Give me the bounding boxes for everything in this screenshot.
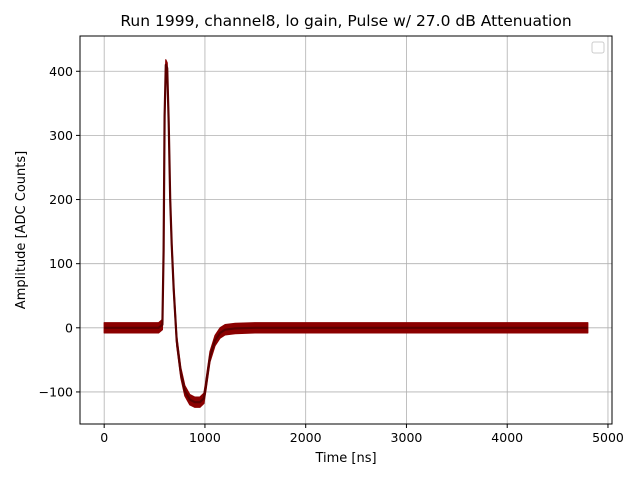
grid <box>80 36 612 424</box>
x-tick-label: 1000 <box>189 430 221 445</box>
y-tick-label: 100 <box>49 256 73 271</box>
y-tick-label: 200 <box>49 192 73 207</box>
series-band-0 <box>103 59 589 408</box>
chart-title: Run 1999, channel8, lo gain, Pulse w/ 27… <box>120 12 571 30</box>
x-tick-label: 5000 <box>592 430 624 445</box>
legend <box>591 41 605 54</box>
x-tick-label: 3000 <box>391 430 423 445</box>
x-tick-label: 4000 <box>491 430 523 445</box>
y-tick-label: 300 <box>49 128 73 143</box>
x-tick-label: 0 <box>100 430 108 445</box>
data-layer <box>103 59 589 408</box>
y-tick-label: 400 <box>49 64 73 79</box>
series-line-0 <box>104 63 588 404</box>
y-axis-label: Amplitude [ADC Counts] <box>14 151 29 309</box>
y-tick-label: −100 <box>39 384 73 399</box>
plot-frame <box>79 35 613 425</box>
x-tick-label: 2000 <box>290 430 322 445</box>
x-axis-label: Time [ns] <box>314 451 376 466</box>
y-tick-label: 0 <box>65 320 73 335</box>
ticks: 0 1000 2000 3000 4000 5000 −100 0 100 200 300 400 <box>39 64 624 445</box>
